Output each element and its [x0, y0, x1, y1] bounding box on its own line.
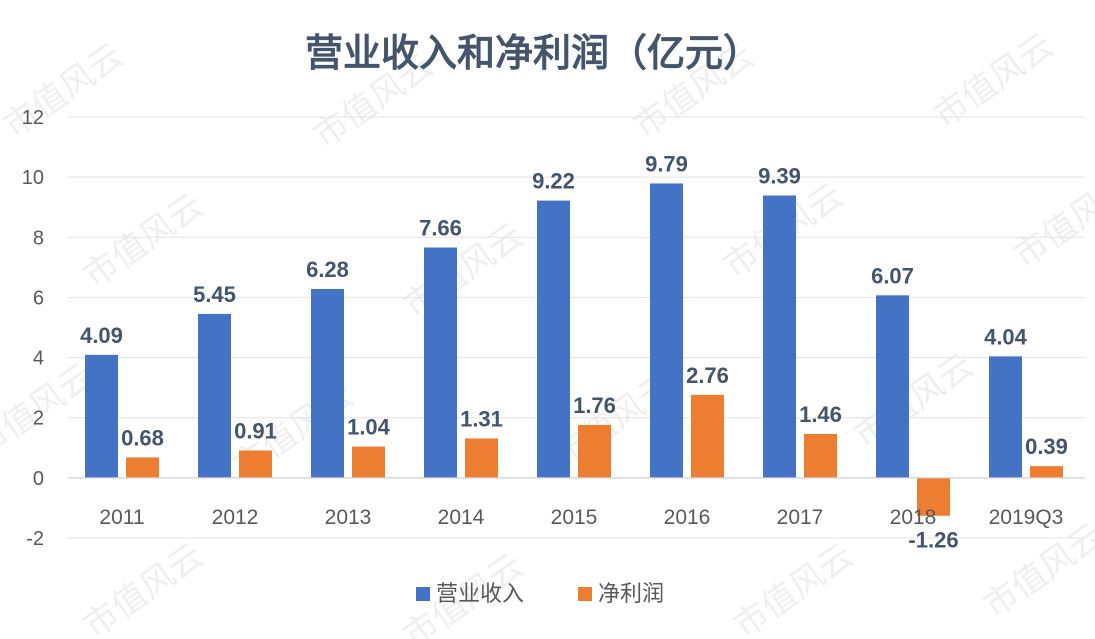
label-profit-2017: 1.46 [799, 402, 842, 427]
bars [85, 183, 1063, 516]
label-profit-2015: 1.76 [573, 393, 616, 418]
bar-profit-2011 [126, 457, 159, 478]
bar-revenue-2019Q3 [989, 356, 1022, 478]
watermark-text: 市值风云 [927, 26, 1061, 137]
x-tick-label: 2013 [325, 506, 372, 529]
label-revenue-2013: 6.28 [306, 257, 349, 282]
y-axis: -2 0 2 4 6 8 10 12 [22, 107, 44, 550]
x-tick-label: 2019Q3 [989, 506, 1064, 529]
bar-profit-2016 [691, 394, 724, 478]
x-tick-label: 2018 [890, 506, 937, 529]
label-revenue-2011: 4.09 [80, 323, 123, 348]
watermark-text: 市值风云 [1007, 166, 1095, 277]
bar-profit-2012 [239, 450, 272, 478]
x-tick-label: 2015 [551, 506, 598, 529]
label-profit-2018: -1.26 [908, 528, 958, 553]
y-tick-label: 6 [33, 287, 44, 309]
watermark-text: 市值风云 [727, 536, 861, 639]
bar-revenue-2013 [311, 289, 344, 478]
x-tick-label: 2016 [664, 506, 711, 529]
label-profit-2019Q3: 0.39 [1025, 434, 1068, 459]
y-tick-label: 2 [33, 408, 44, 430]
bar-revenue-2012 [198, 313, 231, 478]
bar-revenue-2015 [537, 200, 570, 478]
x-tick-label: 2014 [438, 506, 485, 529]
y-tick-label: 0 [33, 468, 44, 490]
y-tick-label: 12 [22, 107, 44, 129]
x-axis: 2011 2012 2013 2014 2015 2016 2017 2018 2019Q3 [68, 477, 1085, 529]
watermark-text: 市值风云 [77, 536, 211, 639]
label-profit-2011: 0.68 [121, 425, 164, 450]
label-revenue-2014: 7.66 [419, 216, 462, 241]
label-profit-2012: 0.91 [234, 418, 277, 443]
watermark-text: 市值风云 [77, 186, 211, 297]
legend: 营业收入 净利润 [416, 582, 664, 607]
bar-profit-2019Q3 [1030, 466, 1063, 478]
y-tick-label: -2 [26, 528, 44, 550]
label-revenue-2017: 9.39 [758, 163, 801, 188]
legend-swatch-0 [416, 587, 430, 601]
data-labels: 4.09 0.68 5.45 0.91 6.28 1.04 7.66 1.31 9.22 1.76… [80, 151, 1068, 552]
label-revenue-2012: 5.45 [193, 282, 236, 307]
x-tick-label: 2012 [212, 506, 259, 529]
chart-title: 营业收入和净利润（亿元） [305, 31, 761, 75]
label-revenue-2016: 9.79 [645, 151, 688, 176]
legend-label-1: 净利润 [598, 582, 664, 607]
bar-revenue-2017 [763, 195, 796, 478]
y-tick-label: 10 [22, 167, 44, 189]
y-tick-label: 8 [33, 227, 44, 249]
y-tick-label: 4 [33, 348, 44, 370]
bar-profit-2015 [578, 424, 611, 478]
watermark-text: 市值风云 [847, 346, 981, 457]
legend-swatch-1 [578, 587, 592, 601]
gridlines [68, 116, 1085, 539]
bar-profit-2018 [917, 477, 950, 516]
watermark-text: 市值风云 [397, 216, 531, 327]
watermark-text: 市值风云 [0, 36, 131, 147]
label-revenue-2018: 6.07 [871, 263, 914, 288]
label-revenue-2019Q3: 4.04 [984, 324, 1028, 349]
x-tick-label: 2017 [777, 506, 824, 529]
label-revenue-2015: 9.22 [532, 169, 575, 194]
bar-profit-2014 [465, 438, 498, 478]
bar-revenue-2018 [876, 295, 909, 478]
label-profit-2016: 2.76 [686, 363, 729, 388]
bar-profit-2017 [804, 433, 837, 478]
label-profit-2014: 1.31 [460, 406, 503, 431]
watermark-text: 市值风云 [977, 516, 1095, 627]
bar-profit-2013 [352, 446, 385, 478]
bar-revenue-2011 [85, 354, 118, 478]
label-profit-2013: 1.04 [347, 415, 391, 440]
bar-revenue-2016 [650, 183, 683, 478]
x-tick-label: 2011 [99, 506, 144, 529]
legend-label-0: 营业收入 [436, 582, 524, 607]
bar-revenue-2014 [424, 247, 457, 478]
